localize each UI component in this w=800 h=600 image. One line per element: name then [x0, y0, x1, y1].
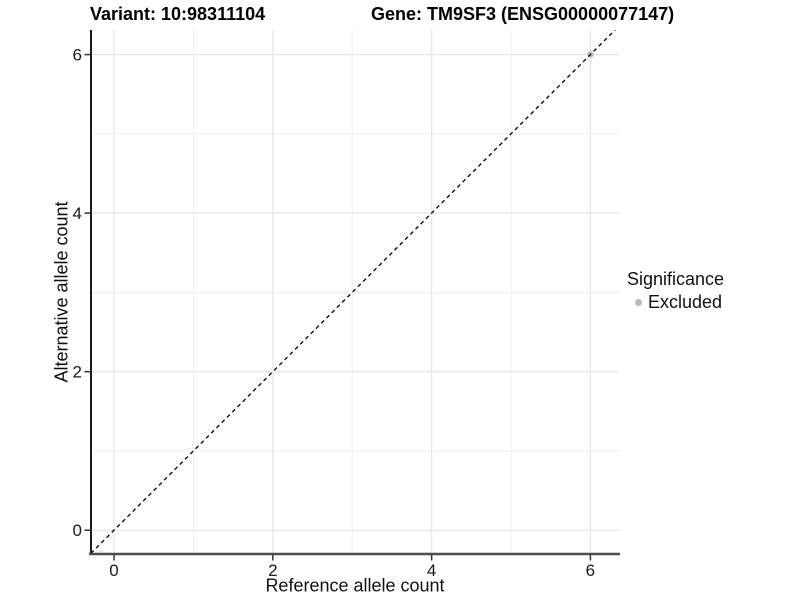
x-axis-title: Reference allele count [265, 575, 445, 596]
excluded-point-icon [635, 299, 642, 306]
gene-title: Gene: TM9SF3 (ENSG00000077147) [371, 4, 675, 24]
y-tick-label: 2 [73, 363, 82, 382]
legend: Significance Excluded [627, 269, 724, 313]
grid-major [91, 30, 619, 554]
identity-reference-line [91, 30, 616, 554]
axis-tick-labels: 0 2 4 6 0 2 4 6 [73, 46, 596, 580]
x-tick-label: 0 [109, 561, 118, 580]
y-tick-label: 0 [73, 521, 82, 540]
legend-item-excluded: Excluded [627, 292, 724, 313]
x-tick-label: 4 [427, 561, 436, 580]
y-axis-title: Alternative allele count [51, 201, 72, 383]
variant-title: Variant: 10:98311104 [90, 4, 266, 24]
legend-title: Significance [627, 269, 725, 289]
y-tick-label: 6 [73, 46, 82, 65]
axis-ticks [84, 53, 592, 561]
x-tick-label: 2 [268, 561, 277, 580]
grid-minor [91, 30, 619, 554]
legend-item-label: Excluded [648, 292, 723, 312]
x-tick-label: 6 [586, 561, 595, 580]
y-tick-label: 4 [73, 204, 82, 223]
